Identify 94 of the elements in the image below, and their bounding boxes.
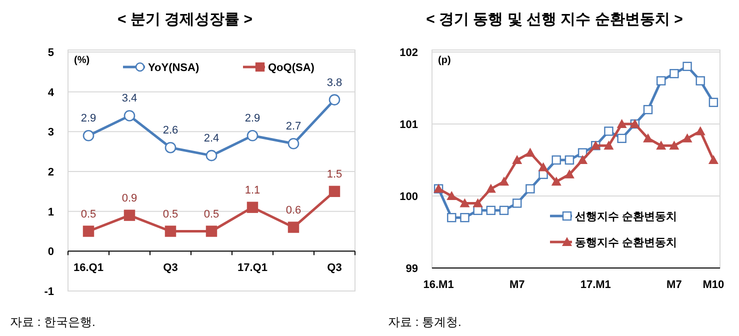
data-label: 2.9 <box>80 112 96 125</box>
legend-label: QoQ(SA) <box>268 62 315 74</box>
point <box>564 155 574 165</box>
x-tick-label: M7 <box>666 279 682 291</box>
point <box>578 155 588 164</box>
x-tick-label: 16.M1 <box>423 279 454 291</box>
data-label: 3.4 <box>122 92 138 105</box>
point <box>473 206 482 215</box>
point <box>656 140 666 150</box>
point <box>164 226 176 237</box>
point <box>708 155 718 164</box>
data-label: 2.9 <box>244 112 260 125</box>
text: 자료 : 한국은행. <box>10 315 96 329</box>
y-tick-label: 102 <box>400 47 418 59</box>
point <box>551 176 562 186</box>
x-tick-label: Q3 <box>163 262 178 274</box>
data-label: 3.8 <box>326 76 342 89</box>
y-tick-label: 100 <box>400 191 418 203</box>
point <box>525 148 536 157</box>
y-axis-title: (%) <box>74 55 90 66</box>
point <box>695 126 706 136</box>
point <box>486 184 496 193</box>
point <box>164 142 176 154</box>
point <box>446 191 457 200</box>
data-label: 2.4 <box>204 132 220 145</box>
y-tick-label: 0 <box>48 246 54 258</box>
x-tick-label: 16.Q1 <box>74 262 104 274</box>
point <box>206 150 218 162</box>
y-tick-label: 101 <box>400 119 418 131</box>
x-tick-label: M10 <box>702 279 724 291</box>
point <box>512 155 522 164</box>
point <box>682 62 692 71</box>
y-tick-label: 2 <box>48 166 54 178</box>
point <box>669 140 680 150</box>
x-tick-label: 17.Q1 <box>238 262 268 274</box>
point <box>682 133 692 142</box>
data-label: 0.5 <box>80 208 96 220</box>
y-tick-label: -1 <box>44 286 54 298</box>
point <box>564 169 574 178</box>
data-label: 0.6 <box>286 204 302 216</box>
point <box>499 176 509 186</box>
point <box>708 98 718 107</box>
legend-label: YoY(NSA) <box>148 62 200 74</box>
data-label: 1.5 <box>326 168 342 180</box>
y-tick-label: 3 <box>48 126 54 139</box>
point <box>82 130 94 142</box>
point <box>499 206 509 215</box>
text: 자료 : 통계청. <box>388 315 462 329</box>
point <box>460 198 470 208</box>
point <box>328 186 340 198</box>
point <box>617 134 626 143</box>
chart-title: < 경기 동행 및 선행 지수 순환변동치 > <box>426 11 684 28</box>
point <box>472 198 483 208</box>
point <box>486 206 496 215</box>
point <box>643 133 653 142</box>
point <box>552 155 561 165</box>
legend-label: 선행지수 순환변동치 <box>575 211 678 223</box>
point <box>643 105 653 114</box>
y-tick-label: 5 <box>48 47 54 59</box>
data-label: 0.9 <box>122 192 138 204</box>
point <box>82 226 94 237</box>
data-label: 0.5 <box>162 208 178 220</box>
point <box>526 184 535 194</box>
y-tick-label: 4 <box>48 86 55 99</box>
point <box>696 76 705 86</box>
y-tick-label: 1 <box>48 206 54 218</box>
point <box>288 222 300 233</box>
point <box>670 69 679 78</box>
x-tick-label: 17.M1 <box>580 279 611 291</box>
x-tick-label: Q3 <box>327 262 342 274</box>
point <box>512 198 522 208</box>
y-axis-title: (p) <box>438 55 451 66</box>
data-label: 1.1 <box>244 184 260 196</box>
point <box>246 202 258 213</box>
point <box>460 213 470 222</box>
chart-title: < 분기 경제성장률 > <box>117 11 253 28</box>
data-label: 2.7 <box>286 120 302 133</box>
point <box>246 130 258 142</box>
point <box>538 162 548 172</box>
point <box>616 119 627 128</box>
point <box>604 140 614 150</box>
point <box>288 138 300 150</box>
y-tick-label: 99 <box>406 263 418 275</box>
point <box>656 76 666 86</box>
data-label: 2.6 <box>162 124 178 137</box>
point <box>328 94 340 106</box>
point <box>206 226 218 237</box>
x-tick-label: M7 <box>509 279 525 291</box>
data-label: 0.5 <box>204 208 220 220</box>
legend-label: 동행지수 순환변동치 <box>575 237 678 249</box>
point <box>447 213 456 222</box>
point <box>124 110 136 122</box>
point <box>124 210 136 221</box>
point <box>604 126 614 136</box>
